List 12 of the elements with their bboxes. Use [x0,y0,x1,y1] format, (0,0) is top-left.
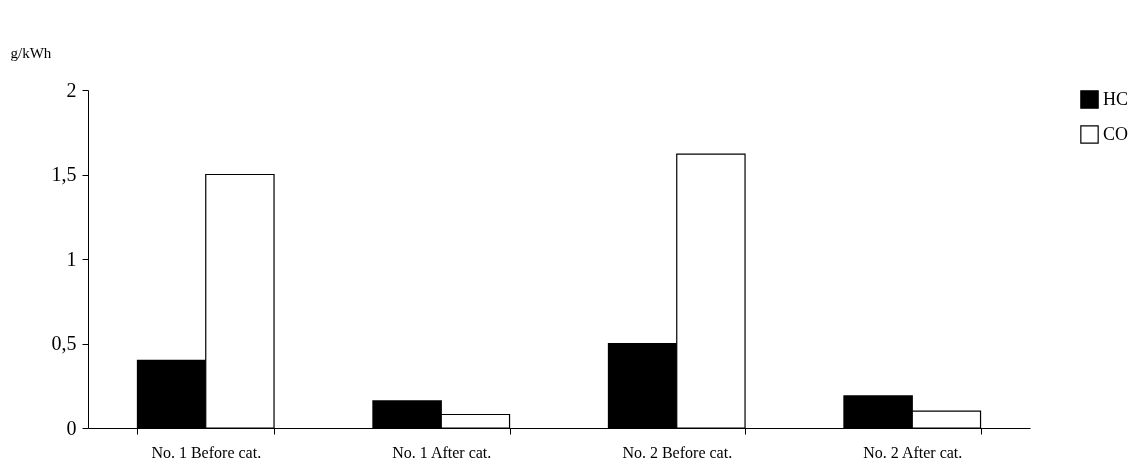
y-tick-label: 1,5 [51,163,77,185]
y-tick-label: 2 [66,78,77,101]
y-tick-label: 0 [66,416,77,439]
x-tick-label: No. 1 After cat. [392,443,492,461]
y-axis-title: g/kWh [10,44,52,61]
y-tick-label: 0,5 [51,332,77,354]
x-tick-label: No. 2 After cat. [863,443,963,461]
legend-label: CO [1103,123,1129,144]
y-tick-label: 1 [66,247,77,270]
legend-label: HC [1103,88,1129,109]
x-tick-label: No. 1 Before cat. [151,443,262,461]
x-tick-label: No. 2 Before cat. [622,443,733,461]
